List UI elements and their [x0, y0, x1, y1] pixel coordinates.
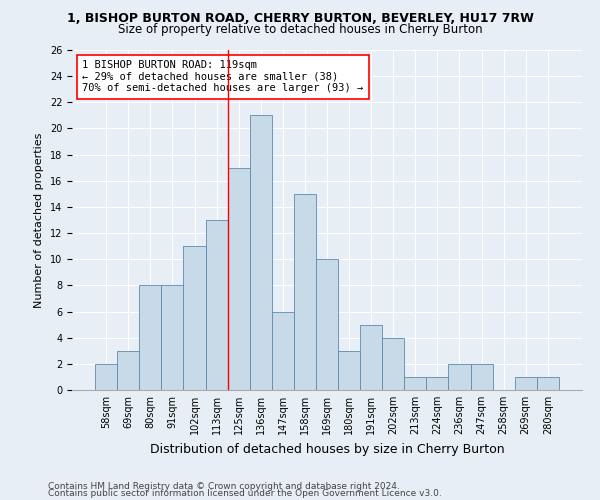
Bar — [95, 364, 117, 390]
Bar — [272, 312, 294, 390]
Text: Contains public sector information licensed under the Open Government Licence v3: Contains public sector information licen… — [48, 489, 442, 498]
Bar — [294, 194, 316, 390]
Bar — [250, 116, 272, 390]
Bar — [161, 286, 184, 390]
Bar — [537, 377, 559, 390]
Bar — [227, 168, 250, 390]
Bar — [448, 364, 470, 390]
Text: 1, BISHOP BURTON ROAD, CHERRY BURTON, BEVERLEY, HU17 7RW: 1, BISHOP BURTON ROAD, CHERRY BURTON, BE… — [67, 12, 533, 26]
Bar — [404, 377, 427, 390]
Bar — [316, 259, 338, 390]
Bar — [206, 220, 227, 390]
Bar — [427, 377, 448, 390]
X-axis label: Distribution of detached houses by size in Cherry Burton: Distribution of detached houses by size … — [149, 442, 505, 456]
Bar — [515, 377, 537, 390]
Bar — [338, 351, 360, 390]
Bar — [117, 351, 139, 390]
Bar — [360, 324, 382, 390]
Y-axis label: Number of detached properties: Number of detached properties — [34, 132, 44, 308]
Bar — [139, 286, 161, 390]
Text: 1 BISHOP BURTON ROAD: 119sqm
← 29% of detached houses are smaller (38)
70% of se: 1 BISHOP BURTON ROAD: 119sqm ← 29% of de… — [82, 60, 364, 94]
Text: Contains HM Land Registry data © Crown copyright and database right 2024.: Contains HM Land Registry data © Crown c… — [48, 482, 400, 491]
Bar — [382, 338, 404, 390]
Text: Size of property relative to detached houses in Cherry Burton: Size of property relative to detached ho… — [118, 22, 482, 36]
Bar — [184, 246, 206, 390]
Bar — [470, 364, 493, 390]
